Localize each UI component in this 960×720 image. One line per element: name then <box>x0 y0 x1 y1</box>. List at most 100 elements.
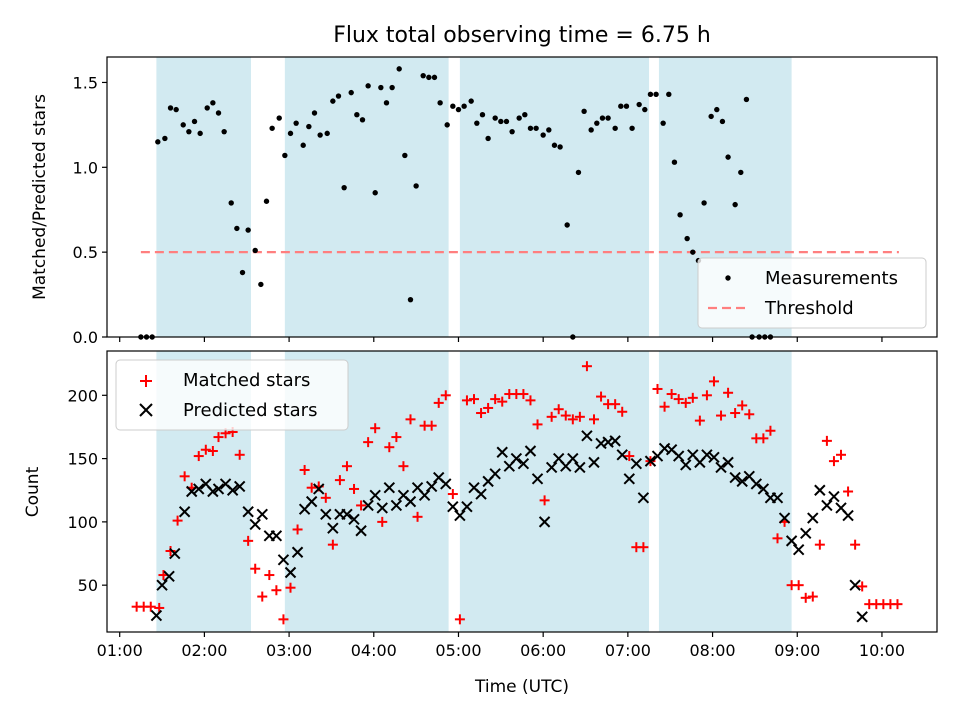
measurement-point <box>258 281 264 288</box>
predicted-stars-point <box>581 430 593 442</box>
matched-stars-point <box>687 392 698 403</box>
legend: Measurements Threshold <box>697 257 927 329</box>
measurement-point <box>221 128 227 135</box>
matched-stars-point <box>793 580 804 591</box>
predicted-stars-point <box>574 461 586 474</box>
matched-stars-point <box>857 581 868 592</box>
measurement-point <box>383 100 390 106</box>
matched-stars-point <box>179 471 190 482</box>
matched-stars-point <box>454 614 465 625</box>
predicted-stars-point <box>313 483 325 495</box>
predicted-stars-point <box>212 483 225 495</box>
matched-stars-point <box>370 423 381 434</box>
matched-stars-point <box>673 394 684 405</box>
matched-stars-point <box>285 582 296 593</box>
matched-stars-point <box>694 415 705 426</box>
top-panel: 0.0 0.5 1.0 1.5 Measurements Threshold <box>73 56 938 347</box>
matched-stars-point <box>744 409 755 420</box>
measurement-point <box>642 106 648 113</box>
matched-stars-point <box>154 602 165 613</box>
matched-stars-point <box>433 397 444 408</box>
observing-window-band <box>284 57 449 337</box>
measurement-point <box>378 84 384 91</box>
matched-stars-point <box>828 456 839 467</box>
bottom-panel: 01:00 02:00 03:00 04:00 05:00 06:00 07:00 08:00… <box>67 350 938 660</box>
matched-stars-point <box>384 442 395 453</box>
predicted-stars-point <box>305 495 318 508</box>
x-tick-label: 08:00 <box>690 641 736 660</box>
observing-window-band <box>156 57 251 337</box>
predicted-stars-point <box>778 512 791 524</box>
matched-stars-point <box>836 449 847 460</box>
predicted-stars-point <box>856 611 868 623</box>
predicted-stars-point <box>150 609 163 622</box>
matched-stars-point <box>243 535 254 546</box>
predicted-stars-point <box>404 495 417 508</box>
predicted-stars-point <box>630 457 643 470</box>
y-tick-label: 50 <box>78 576 98 595</box>
measurement-point <box>522 111 528 118</box>
measurement-point <box>732 201 738 208</box>
predicted-stars-point <box>757 483 770 495</box>
measurement-point <box>162 135 168 142</box>
predicted-stars-point <box>348 513 360 526</box>
predicted-stars-point <box>277 554 290 566</box>
predicted-stars-point <box>475 488 487 500</box>
measurement-point <box>324 130 330 137</box>
matched-stars-point <box>701 390 712 401</box>
top-y-axis-label: Matched/Predicted stars <box>30 94 50 300</box>
predicted-stars-point <box>207 485 219 498</box>
measurement-point <box>431 74 438 81</box>
predicted-stars-point <box>390 499 403 512</box>
measurement-point <box>389 84 395 91</box>
measurement-point <box>282 152 288 159</box>
y-tick-label: 100 <box>67 513 98 532</box>
measurement-point <box>647 91 654 98</box>
matched-stars-point <box>539 495 550 506</box>
predicted-stars-point <box>242 506 254 518</box>
predicted-stars-point <box>226 484 239 496</box>
predicted-stars-point <box>156 579 168 591</box>
measurement-point <box>546 127 552 133</box>
measurement-point <box>660 120 666 126</box>
measurement-point <box>330 98 336 104</box>
matched-stars-point <box>200 444 211 455</box>
predicted-stars-point <box>616 449 628 461</box>
matched-stars-point <box>843 486 854 497</box>
matched-stars-point <box>320 492 331 503</box>
legend-label: Matched stars <box>183 370 310 391</box>
predicted-stars-point <box>327 522 339 534</box>
legend: Matched stars Predicted stars <box>115 359 349 431</box>
measurement-point <box>287 130 294 137</box>
bottom-y-axis-label: Count <box>23 466 43 517</box>
matched-stars-point <box>723 387 734 398</box>
measurement-point <box>306 123 312 130</box>
predicted-stars-point <box>637 492 650 504</box>
matched-stars-point <box>553 404 564 415</box>
measurement-point <box>204 105 210 111</box>
predicted-stars-point <box>517 457 530 470</box>
measurement-point <box>263 198 270 204</box>
measurement-point <box>341 184 347 191</box>
predicted-stars-point <box>538 516 551 528</box>
predicted-stars-point <box>807 512 819 524</box>
measurement-point <box>527 125 534 131</box>
predicted-stars-point <box>383 481 396 494</box>
predicted-stars-point <box>185 485 198 498</box>
matched-stars-point <box>363 437 374 448</box>
measurement-point <box>503 118 510 125</box>
measurement-point <box>623 103 630 109</box>
measurement-point <box>671 159 678 165</box>
predicted-stars-point <box>489 468 501 480</box>
measurement-point <box>474 120 480 126</box>
x-tick-label: 10:00 <box>859 641 905 660</box>
y-tick-label: 0.5 <box>73 243 98 262</box>
matched-stars-point <box>821 435 832 446</box>
measurement-point <box>348 89 354 96</box>
measurement-point <box>311 110 318 116</box>
measurement-point <box>450 103 456 109</box>
measurement-point <box>191 118 198 125</box>
measurement-point <box>498 118 504 125</box>
measurement-point <box>155 139 161 145</box>
matched-stars-point <box>518 389 529 400</box>
